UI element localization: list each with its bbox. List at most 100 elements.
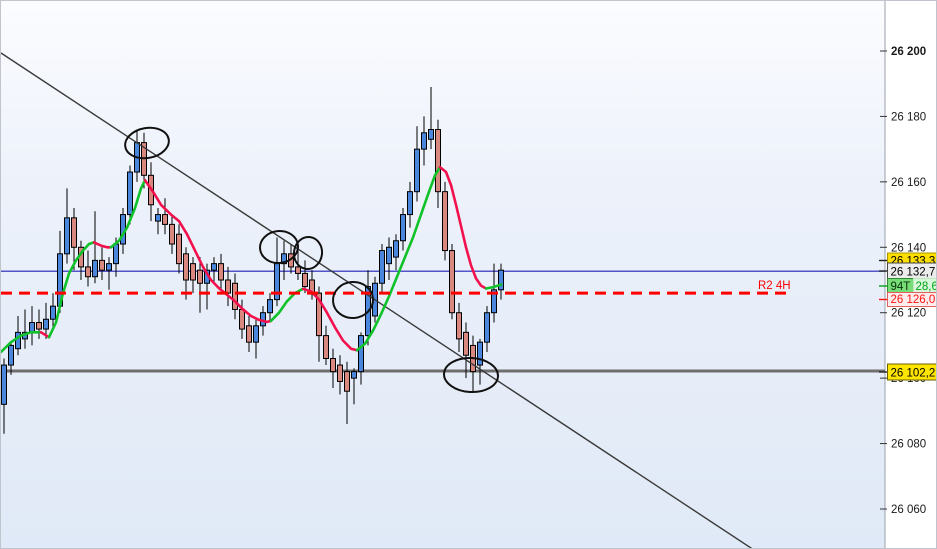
candle <box>393 234 399 271</box>
moving-average-segment-up <box>355 165 442 352</box>
candle-body <box>29 322 35 333</box>
candle-body <box>92 259 98 278</box>
candle <box>386 237 392 280</box>
candle <box>43 302 49 339</box>
candle <box>407 181 413 228</box>
candle-body <box>330 358 336 373</box>
candle-body <box>85 266 91 278</box>
candle <box>463 322 469 379</box>
candle <box>8 342 14 375</box>
last-price-value: 26 132,7 <box>891 267 936 279</box>
r2-price-value: 26 126,0 <box>891 294 936 306</box>
candle <box>64 188 70 264</box>
candle-body <box>393 240 399 258</box>
candle-body <box>169 223 175 245</box>
candle <box>498 263 504 300</box>
moving-average-segment-up <box>109 178 147 249</box>
candle <box>85 250 91 287</box>
candle-body <box>197 269 203 284</box>
candle-body <box>225 279 231 294</box>
moving-average-segment-down <box>39 330 51 339</box>
candle-body <box>218 263 224 281</box>
candle-body <box>127 171 133 216</box>
price-tick-label: 26 160 <box>891 177 926 189</box>
candle <box>92 211 98 284</box>
candle <box>281 240 287 280</box>
descending-trendline[interactable] <box>1 52 754 549</box>
candle-body <box>358 335 364 373</box>
moving-average-segment-up <box>47 241 96 339</box>
candle <box>1 358 7 434</box>
hand-drawn-circle-annotation[interactable] <box>292 235 324 271</box>
candle-body <box>176 233 182 265</box>
chart-plot-area[interactable] <box>1 1 885 549</box>
candle-body <box>15 331 21 350</box>
candle <box>162 198 168 235</box>
candle <box>358 332 364 385</box>
candle-body <box>414 148 420 193</box>
candle-body <box>400 214 406 242</box>
candle-body <box>491 289 497 314</box>
candle <box>302 260 308 294</box>
candle-body <box>267 299 273 314</box>
candle-body <box>8 344 14 366</box>
candle-body <box>113 243 119 265</box>
candle <box>218 253 224 290</box>
candle-body <box>435 129 441 193</box>
candle <box>183 247 189 300</box>
moving-average-segment-up <box>1 330 43 354</box>
candle-body <box>43 318 49 330</box>
candle <box>190 257 196 294</box>
price-tick-label: 26 180 <box>891 111 926 123</box>
candle-body <box>36 322 42 330</box>
support-price-marker: 26 102,2 <box>879 363 936 381</box>
r2-pivot-label: R2 4H <box>758 280 791 292</box>
moving-average-segment-down <box>143 178 273 324</box>
candle <box>435 119 441 209</box>
candle <box>344 361 350 424</box>
hand-drawn-circle-annotation[interactable] <box>258 229 299 265</box>
candle <box>267 293 273 323</box>
candle <box>351 368 357 405</box>
candle-body <box>442 191 448 252</box>
candle-body <box>407 191 413 216</box>
candle-body <box>281 253 287 265</box>
candle-body <box>477 341 483 366</box>
candle <box>106 257 112 290</box>
candle-body <box>155 214 161 222</box>
candle <box>99 247 105 280</box>
candle <box>456 302 462 352</box>
candle <box>127 165 133 225</box>
hand-drawn-circle-annotation[interactable] <box>332 280 374 320</box>
ma-value-value: 94T <box>891 281 911 293</box>
candle <box>484 306 490 352</box>
candle-body <box>64 217 70 255</box>
hand-drawn-circle-annotation[interactable] <box>443 356 499 394</box>
candle-body <box>428 129 434 140</box>
price-tick-label: 26 060 <box>891 504 926 516</box>
candle-body <box>316 292 322 337</box>
candle-body <box>379 250 385 284</box>
candle <box>197 257 203 313</box>
candle-body <box>246 325 252 343</box>
ma-value-marker: 94T 28,6 <box>879 278 936 294</box>
price-tick-label: 26 120 <box>891 308 926 320</box>
candle <box>211 257 217 284</box>
candle-body <box>99 259 105 271</box>
hand-drawn-circle-annotation[interactable] <box>123 124 172 161</box>
candle-body <box>106 263 112 271</box>
candle <box>71 208 77 271</box>
candle <box>253 319 259 359</box>
candle-body <box>421 132 427 150</box>
candle-body <box>449 250 455 314</box>
price-tick-label: 26 080 <box>891 439 926 451</box>
candle-body <box>484 312 490 343</box>
candle-body <box>50 305 56 320</box>
candle <box>232 273 238 320</box>
candle-body <box>183 253 189 281</box>
candle-body <box>323 335 329 360</box>
price-tick-label: 26 200 <box>891 46 926 58</box>
candle-body <box>71 217 77 248</box>
